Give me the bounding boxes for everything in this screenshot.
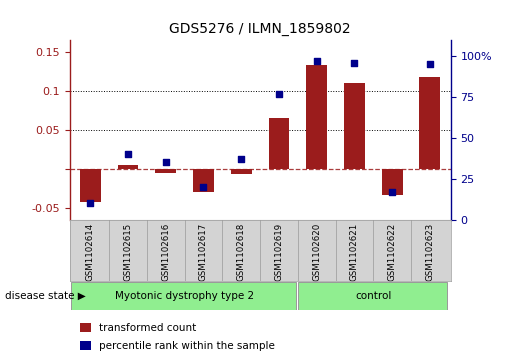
Text: percentile rank within the sample: percentile rank within the sample: [99, 341, 275, 351]
Bar: [306, 65, 327, 169]
Point: [86, 200, 94, 206]
Point: [350, 60, 358, 66]
Text: GSM1102617: GSM1102617: [199, 223, 208, 281]
Point: [426, 61, 434, 68]
Text: GSM1102620: GSM1102620: [312, 223, 321, 281]
Bar: [268, 118, 289, 169]
Title: GDS5276 / ILMN_1859802: GDS5276 / ILMN_1859802: [169, 22, 351, 36]
Point: [199, 184, 208, 190]
Point: [124, 151, 132, 157]
Bar: [193, 169, 214, 192]
Text: transformed count: transformed count: [99, 323, 196, 333]
Bar: [344, 83, 365, 169]
Text: GSM1102623: GSM1102623: [425, 223, 434, 281]
Text: control: control: [355, 291, 391, 301]
Text: GSM1102621: GSM1102621: [350, 223, 359, 281]
Text: GSM1102614: GSM1102614: [86, 223, 95, 281]
Bar: [156, 169, 176, 173]
Text: disease state ▶: disease state ▶: [5, 291, 86, 301]
Text: GSM1102622: GSM1102622: [388, 223, 397, 281]
Bar: [117, 165, 139, 169]
FancyBboxPatch shape: [298, 282, 447, 310]
Text: GSM1102616: GSM1102616: [161, 223, 170, 281]
Point: [162, 160, 170, 166]
Point: [388, 189, 396, 195]
Bar: [231, 169, 252, 174]
Text: Myotonic dystrophy type 2: Myotonic dystrophy type 2: [115, 291, 254, 301]
Text: GSM1102619: GSM1102619: [274, 223, 283, 281]
Bar: [420, 77, 440, 169]
Point: [237, 156, 245, 162]
Text: GSM1102615: GSM1102615: [124, 223, 132, 281]
Point: [275, 91, 283, 97]
Bar: [382, 169, 403, 195]
Bar: [80, 169, 100, 203]
Point: [313, 58, 321, 64]
Text: GSM1102618: GSM1102618: [237, 223, 246, 281]
FancyBboxPatch shape: [72, 282, 296, 310]
